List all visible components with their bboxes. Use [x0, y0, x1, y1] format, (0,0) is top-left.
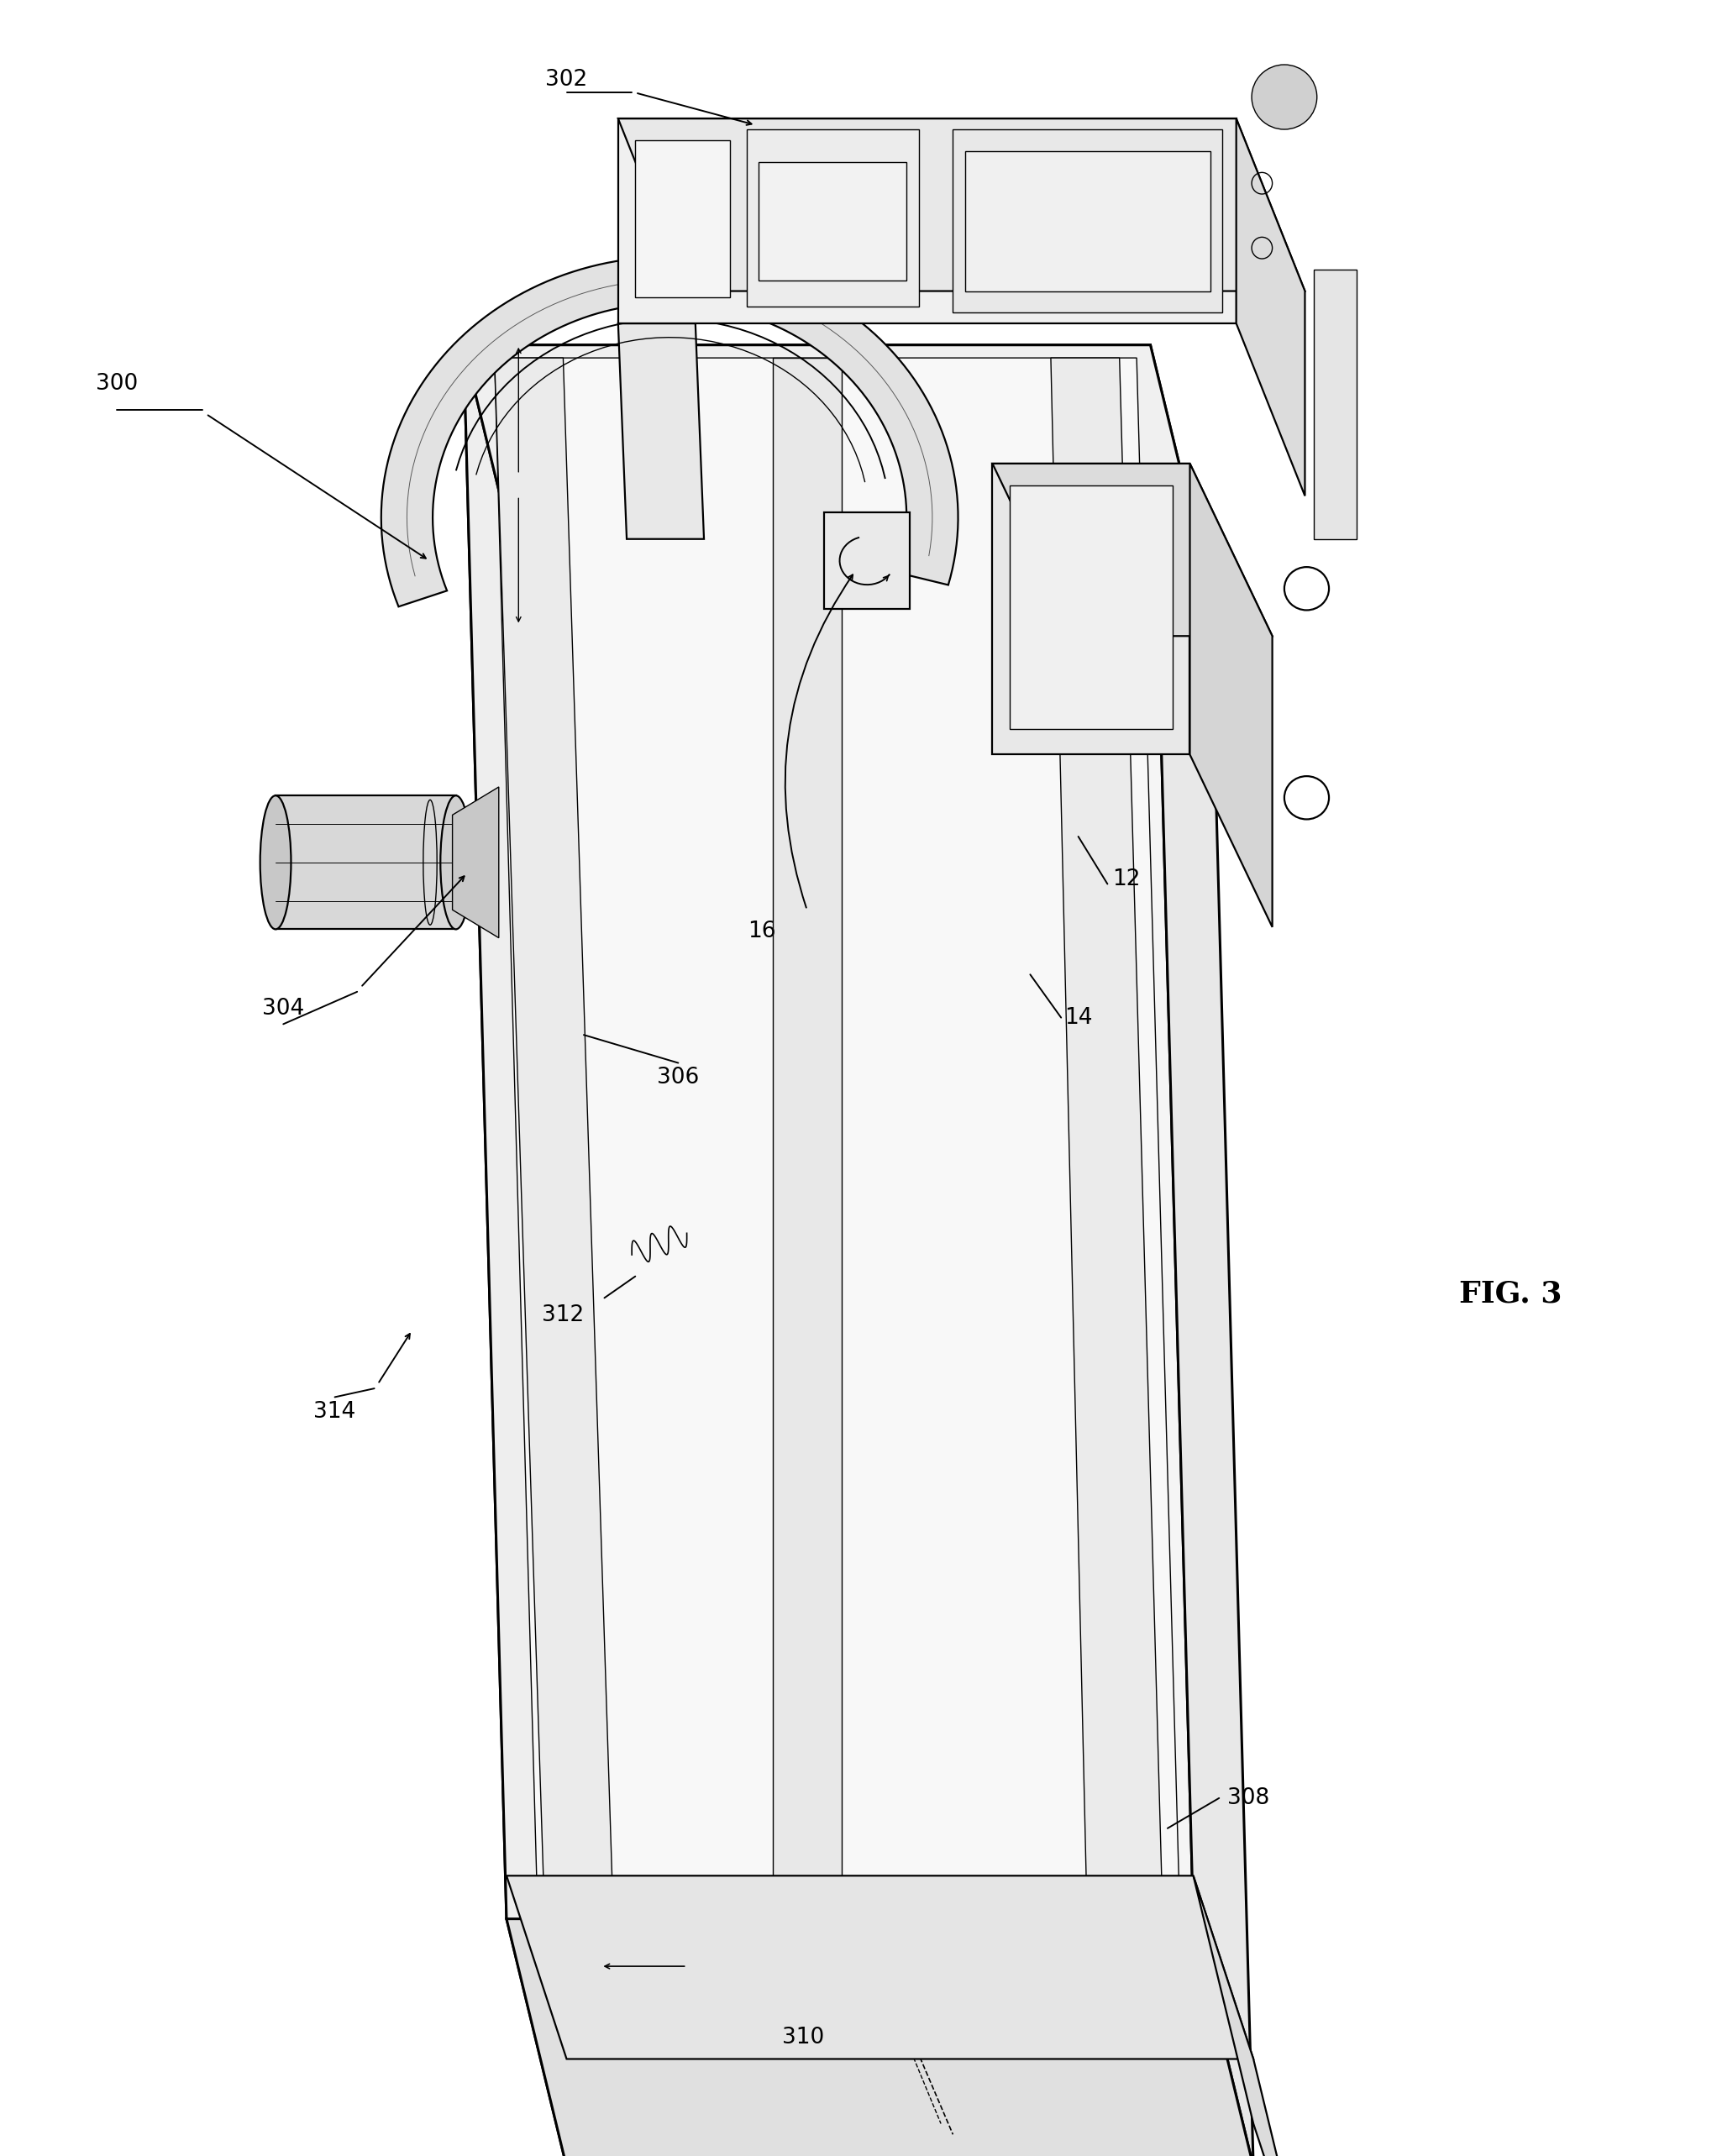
Text: 12: 12 — [1113, 869, 1140, 890]
Text: 14: 14 — [1065, 1007, 1092, 1028]
Polygon shape — [992, 464, 1272, 636]
Text: 16: 16 — [749, 921, 776, 942]
Text: FIG. 3: FIG. 3 — [1459, 1279, 1562, 1309]
Polygon shape — [1010, 485, 1173, 729]
Polygon shape — [1193, 1876, 1314, 2156]
Polygon shape — [464, 345, 1210, 593]
Polygon shape — [965, 151, 1210, 291]
Text: 312: 312 — [543, 1304, 584, 1326]
Polygon shape — [1236, 119, 1305, 496]
Polygon shape — [1190, 464, 1272, 927]
Polygon shape — [494, 358, 613, 1906]
Polygon shape — [747, 129, 919, 306]
Polygon shape — [276, 796, 457, 929]
Text: 302: 302 — [546, 69, 587, 91]
Text: 306: 306 — [658, 1067, 699, 1089]
Polygon shape — [1150, 345, 1253, 2156]
Polygon shape — [507, 1919, 1253, 2156]
Polygon shape — [618, 119, 1305, 291]
Polygon shape — [953, 129, 1223, 313]
Polygon shape — [453, 787, 500, 938]
Polygon shape — [824, 513, 910, 608]
Polygon shape — [773, 358, 841, 1906]
Polygon shape — [759, 162, 907, 280]
Polygon shape — [507, 1876, 1253, 2059]
Text: 314: 314 — [314, 1401, 355, 1423]
Polygon shape — [992, 464, 1190, 755]
Ellipse shape — [1252, 65, 1317, 129]
Polygon shape — [381, 257, 958, 606]
Ellipse shape — [261, 796, 292, 929]
Polygon shape — [1051, 358, 1162, 1906]
Polygon shape — [618, 323, 704, 539]
Text: 310: 310 — [783, 2027, 824, 2048]
Polygon shape — [464, 345, 567, 2156]
Polygon shape — [1314, 270, 1356, 539]
Ellipse shape — [441, 796, 470, 929]
Text: 308: 308 — [1228, 1787, 1271, 1809]
Polygon shape — [618, 119, 1236, 323]
Polygon shape — [464, 345, 1193, 1919]
Polygon shape — [635, 140, 730, 298]
Text: 304: 304 — [263, 998, 304, 1020]
Text: 300: 300 — [96, 373, 137, 395]
Polygon shape — [494, 358, 1180, 1906]
